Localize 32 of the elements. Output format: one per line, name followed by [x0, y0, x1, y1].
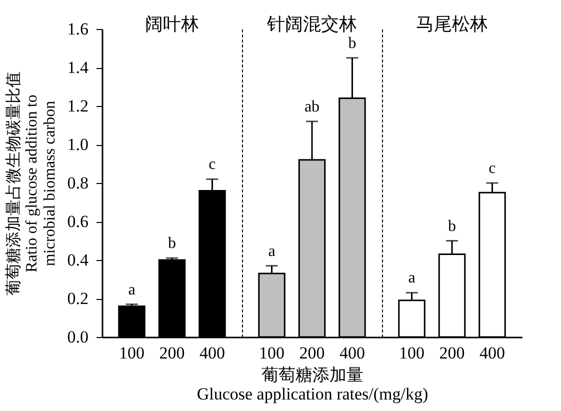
- x-tick-label: 100: [399, 344, 425, 362]
- data-label: a: [268, 242, 276, 260]
- chart-title: 针阔混交林: [266, 14, 357, 34]
- y-tick-label: 1.6: [67, 20, 88, 38]
- x-tick-label: 100: [119, 344, 145, 362]
- chart-title: 阔叶林: [145, 14, 199, 34]
- data-label: c: [488, 160, 496, 177]
- y-tick-label: 0.6: [67, 212, 88, 231]
- y-tick-label: 1.4: [67, 58, 89, 77]
- chart-title: 马尾松林: [416, 14, 488, 34]
- y-tick-label: 1.0: [67, 135, 88, 154]
- data-label: ab: [304, 98, 320, 116]
- x-tick-label: 100: [259, 344, 285, 362]
- y-tick-label: 0.8: [67, 174, 88, 192]
- x-tick-label: 200: [439, 344, 465, 362]
- data-label: c: [208, 156, 216, 174]
- x-tick-label: 200: [159, 344, 185, 362]
- x-tick-label: 400: [479, 344, 505, 362]
- data-label: b: [348, 34, 356, 52]
- y-tick-label: 0.2: [67, 289, 88, 308]
- y-axis-title: 葡萄糖添加量占微生物碳量比值 Ratio of glucose addition to microbial biomass carbon: [4, 72, 58, 296]
- y-tick-label: 0.4: [67, 250, 89, 270]
- x-tick-label: 200: [299, 344, 325, 362]
- x-tick-label: 400: [199, 344, 225, 362]
- x-axis-title: 葡萄糖添加量 Glucose application rates/(mg/kg): [196, 366, 428, 404]
- y-tick-label: 0.0: [67, 328, 88, 346]
- data-label: b: [168, 235, 176, 252]
- data-label: b: [448, 218, 456, 235]
- data-label: a: [128, 281, 136, 298]
- data-label: a: [408, 270, 416, 287]
- x-tick-label: 400: [339, 344, 365, 362]
- y-tick-label: 1.2: [67, 96, 88, 116]
